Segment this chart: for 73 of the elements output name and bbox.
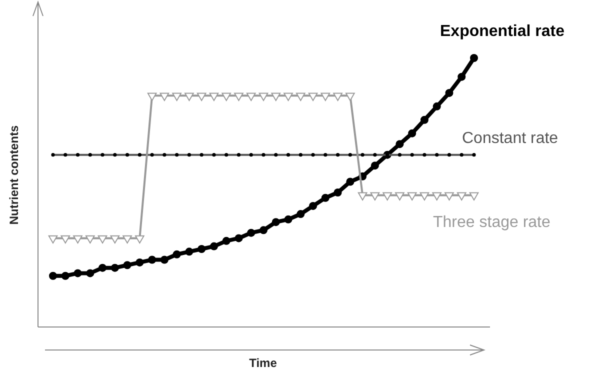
point	[358, 192, 368, 200]
point	[456, 192, 466, 200]
point	[469, 192, 479, 200]
point	[222, 92, 232, 101]
point	[210, 242, 218, 250]
point	[395, 192, 404, 200]
x-axis-title: Time	[249, 356, 278, 370]
point	[334, 188, 342, 196]
point	[420, 116, 428, 124]
point	[320, 92, 330, 101]
point	[370, 192, 380, 200]
point	[396, 140, 404, 148]
point	[110, 264, 119, 272]
point	[407, 192, 417, 200]
point	[445, 88, 454, 97]
point	[160, 256, 168, 264]
point	[135, 235, 144, 244]
point	[346, 178, 354, 186]
point	[444, 192, 454, 200]
point	[74, 269, 82, 278]
point	[184, 92, 194, 101]
point	[470, 54, 478, 62]
point	[49, 272, 57, 280]
point	[246, 92, 256, 101]
point	[296, 210, 305, 218]
point	[458, 72, 466, 81]
point	[308, 92, 318, 101]
point	[110, 235, 120, 244]
point	[85, 235, 95, 244]
point	[98, 264, 107, 272]
point	[370, 162, 379, 170]
point	[346, 92, 355, 101]
point	[198, 244, 206, 253]
point	[98, 235, 108, 244]
point	[284, 92, 293, 101]
point	[408, 129, 416, 138]
point	[296, 92, 306, 101]
point	[196, 92, 206, 101]
point	[260, 226, 268, 234]
point	[185, 248, 194, 256]
point	[234, 92, 244, 101]
point	[321, 194, 330, 202]
point	[61, 272, 70, 280]
point	[160, 92, 170, 101]
point	[382, 192, 392, 200]
point	[284, 215, 292, 224]
point	[147, 92, 157, 101]
point	[258, 92, 268, 101]
text: Exponential rate	[440, 23, 565, 40]
point	[136, 258, 144, 266]
point	[247, 228, 256, 237]
point	[234, 234, 243, 242]
point	[432, 102, 441, 110]
point	[122, 235, 132, 244]
point	[432, 192, 442, 200]
point	[86, 269, 94, 278]
point	[123, 261, 132, 270]
point	[333, 92, 342, 101]
point	[172, 92, 182, 101]
point	[222, 236, 230, 245]
y-axis-title: Nutrient contents	[7, 125, 21, 225]
point	[209, 92, 219, 101]
point	[309, 202, 318, 210]
point	[48, 235, 58, 244]
point	[272, 218, 280, 226]
point	[271, 92, 281, 101]
series-label: Constant rate	[462, 130, 558, 147]
series-label: Three stage rate	[433, 214, 550, 232]
point	[420, 192, 430, 200]
point	[172, 250, 181, 258]
point	[73, 235, 82, 244]
point	[148, 256, 156, 264]
point	[60, 235, 70, 244]
